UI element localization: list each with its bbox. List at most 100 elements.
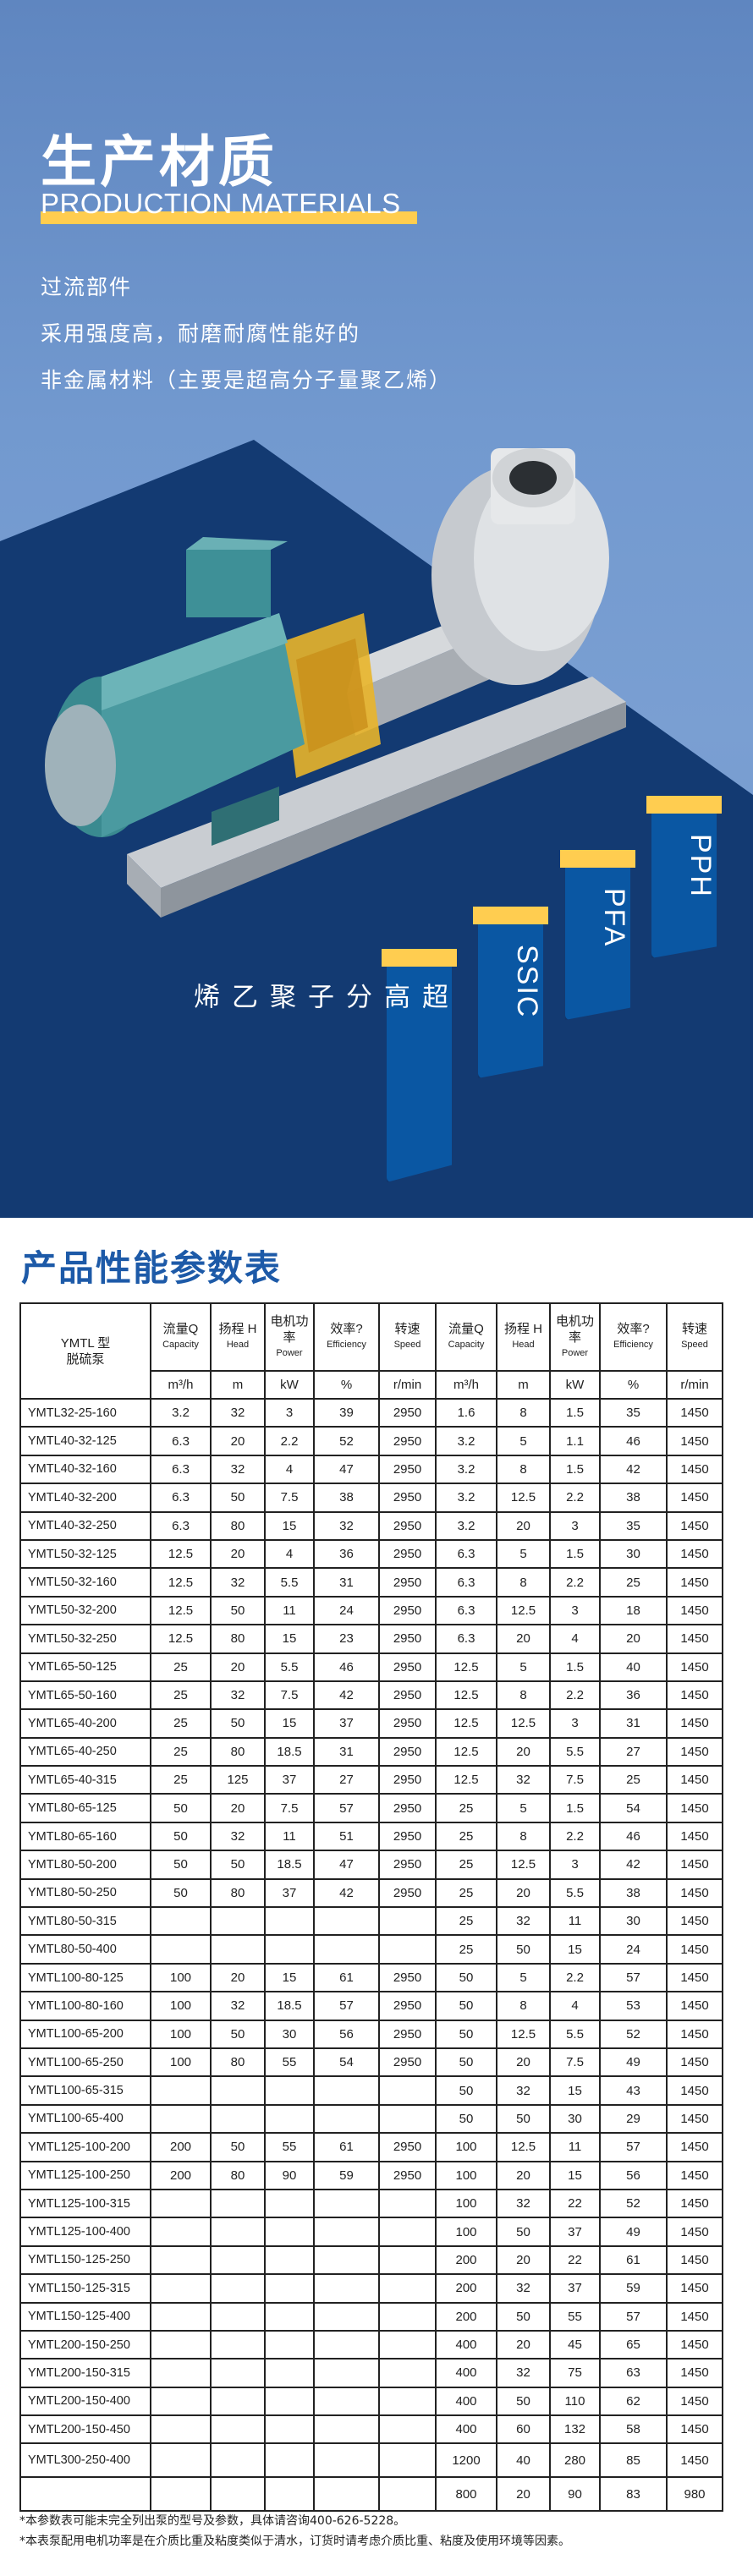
value-cell: 61 [599, 2244, 668, 2276]
model-cell: YMTL50-32-250 [19, 1624, 151, 1654]
value-cell: 4 [549, 1624, 601, 1654]
value-cell: 80 [210, 2047, 266, 2078]
value-cell [378, 2442, 437, 2479]
value-cell [264, 1906, 315, 1937]
model-cell [19, 2476, 151, 2513]
model-cell: YMTL125-100-400 [19, 2217, 151, 2247]
value-cell: 1450 [666, 1624, 723, 1654]
column-header: 效率? Efficiency [313, 1302, 380, 1372]
tab-accent-bar [473, 907, 548, 924]
value-cell: 37 [313, 1708, 380, 1739]
value-cell: 1.5 [549, 1538, 601, 1570]
value-cell: 1450 [666, 2075, 723, 2106]
value-cell [313, 2329, 380, 2360]
value-cell [210, 2476, 266, 2513]
value-cell: 24 [313, 1595, 380, 1626]
model-cell: YMTL50-32-125 [19, 1538, 151, 1570]
value-cell: 5.5 [549, 1736, 601, 1768]
hero-line: 非金属材料（主要是超高分子量聚乙烯） [41, 368, 453, 392]
model-cell: YMTL40-32-160 [19, 1454, 151, 1485]
value-cell: 42 [313, 1680, 380, 1711]
value-cell: 11 [264, 1821, 315, 1852]
model-cell: YMTL150-125-400 [19, 2301, 151, 2332]
value-cell: 50 [150, 1850, 212, 1880]
value-cell: 1450 [666, 1934, 723, 1965]
value-cell [264, 2188, 315, 2219]
value-cell: 24 [599, 1934, 668, 1965]
table-row: YMTL50-32-250 12.5 80 15 23 2950 6.3 20 4 20 1450 [19, 1624, 723, 1654]
value-cell: 23 [313, 1624, 380, 1654]
value-cell: 1450 [666, 1426, 723, 1456]
header-en: Power [276, 1347, 303, 1358]
model-cell: YMTL80-50-250 [19, 1877, 151, 1909]
model-cell: YMTL65-40-315 [19, 1765, 151, 1795]
value-cell: 1450 [666, 2217, 723, 2247]
value-cell: 25 [435, 1850, 497, 1880]
model-cell: YMTL200-150-400 [19, 2386, 151, 2417]
value-cell: 6.3 [150, 1510, 212, 1541]
value-cell [210, 1934, 266, 1965]
value-cell: 37 [264, 1765, 315, 1795]
value-cell [150, 2358, 212, 2388]
value-cell: 2950 [378, 2132, 437, 2162]
model-cell: YMTL40-32-250 [19, 1510, 151, 1541]
value-cell: 38 [599, 1877, 668, 1909]
value-cell: 2950 [378, 1877, 437, 1909]
tab-body [387, 967, 452, 1182]
value-cell: 1.5 [549, 1454, 601, 1485]
unit-cell: m³/h [435, 1370, 497, 1400]
header-en: Speed [393, 1340, 421, 1350]
model-cell: YMTL200-150-250 [19, 2329, 151, 2360]
value-cell: 32 [496, 2358, 551, 2388]
model-cell: YMTL50-32-200 [19, 1595, 151, 1626]
table-row: YMTL100-80-160 100 32 18.5 57 2950 50 8 4 53 1450 [19, 1991, 723, 2021]
value-cell: 47 [313, 1850, 380, 1880]
value-cell: 1450 [666, 1708, 723, 1739]
value-cell: 12.5 [435, 1736, 497, 1768]
value-cell [150, 2075, 212, 2106]
model-cell: YMTL40-32-125 [19, 1426, 151, 1456]
value-cell [150, 2476, 212, 2513]
value-cell [210, 2442, 266, 2479]
value-cell: 50 [435, 1991, 497, 2021]
model-cell: YMTL100-80-160 [19, 1991, 151, 2021]
pump-illustration [45, 448, 626, 918]
header-cn: 电机功率 [555, 1313, 594, 1345]
value-cell: 50 [435, 2103, 497, 2135]
value-cell: 7.5 [549, 1765, 601, 1795]
value-cell: 18.5 [264, 1850, 315, 1880]
value-cell [210, 1906, 266, 1937]
value-cell: 25 [435, 1877, 497, 1909]
value-cell [264, 2273, 315, 2304]
value-cell: 31 [313, 1736, 380, 1768]
value-cell: 2.2 [549, 1680, 601, 1711]
value-cell: 1450 [666, 2358, 723, 2388]
value-cell: 12.5 [150, 1595, 212, 1626]
value-cell: 32 [210, 1454, 266, 1485]
header-en: Power [561, 1347, 589, 1358]
value-cell: 50 [496, 2217, 551, 2247]
model-cell: YMTL100-80-125 [19, 1962, 151, 1993]
value-cell: 20 [496, 2244, 551, 2276]
value-cell: 62 [599, 2386, 668, 2417]
value-cell: 50 [210, 2019, 266, 2049]
value-cell: 2950 [378, 1483, 437, 1513]
value-cell: 100 [435, 2132, 497, 2162]
value-cell: 2950 [378, 2160, 437, 2190]
value-cell: 1450 [666, 2386, 723, 2417]
value-cell: 1450 [666, 1991, 723, 2021]
column-header: 电机功率 Power [264, 1302, 315, 1372]
value-cell: 280 [549, 2442, 601, 2479]
value-cell: 25 [150, 1680, 212, 1711]
value-cell: 1450 [666, 1765, 723, 1795]
tab-body [565, 868, 630, 1020]
value-cell: 3 [549, 1708, 601, 1739]
value-cell [313, 2476, 380, 2513]
value-cell: 100 [435, 2188, 497, 2219]
table-row: YMTL100-65-250 100 80 55 54 2950 50 20 7.5 49 1450 [19, 2047, 723, 2078]
motor [45, 537, 305, 846]
value-cell: 46 [599, 1821, 668, 1852]
value-cell: 53 [599, 1991, 668, 2021]
value-cell [264, 2244, 315, 2276]
value-cell: 20 [496, 2160, 551, 2190]
